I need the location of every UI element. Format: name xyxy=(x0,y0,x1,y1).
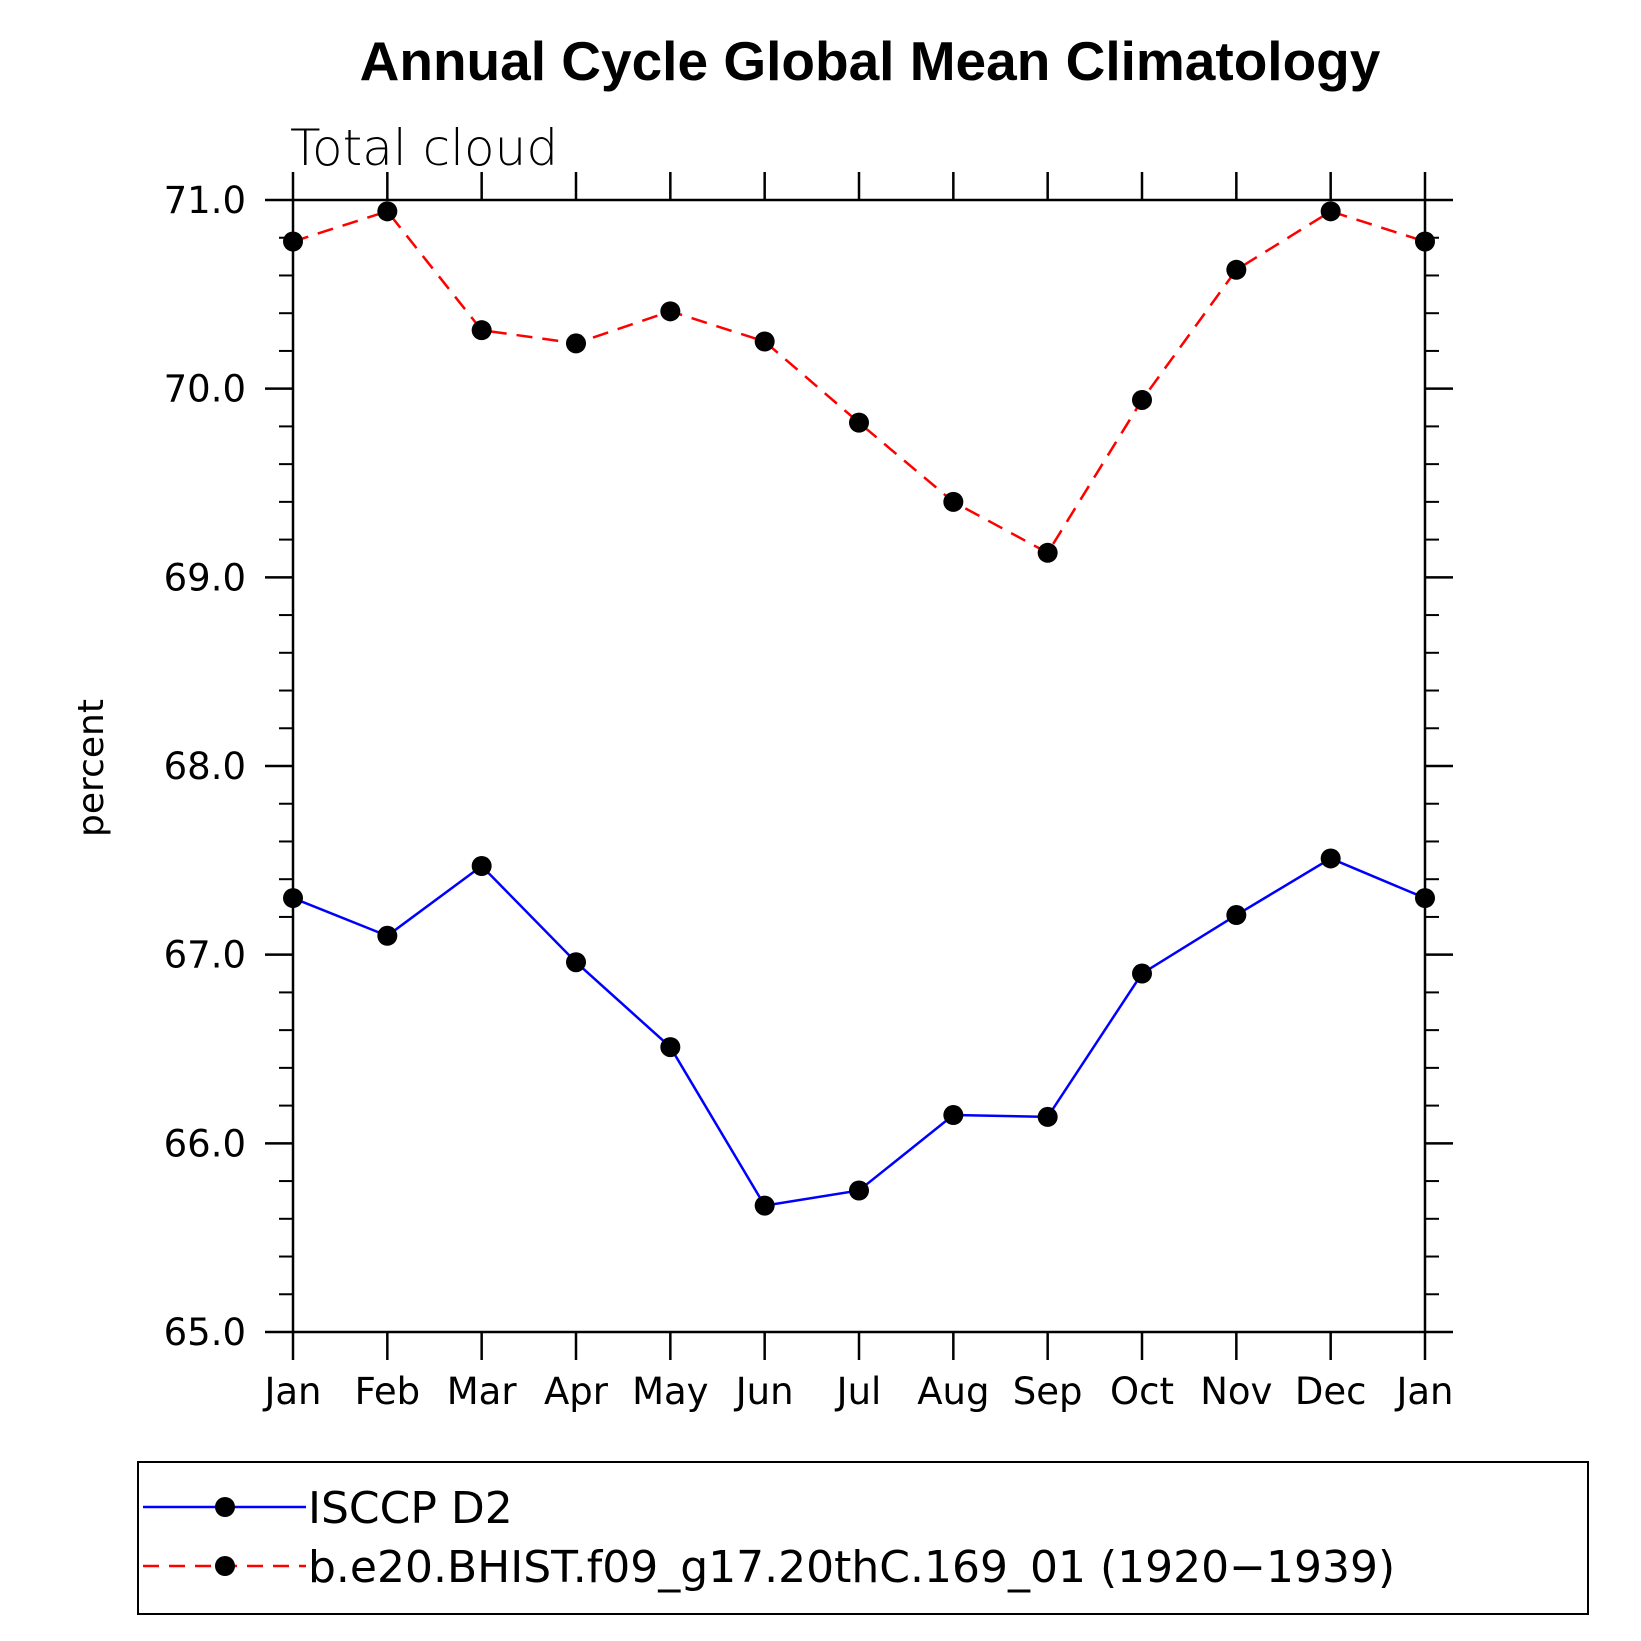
y-tick-label: 66.0 xyxy=(164,1122,246,1165)
series-1-point xyxy=(283,231,303,252)
y-tick-label: 65.0 xyxy=(164,1311,246,1354)
chart-subtitle: Total cloud xyxy=(290,119,558,177)
x-tick-label: Nov xyxy=(1200,1370,1272,1413)
x-tick-label: Jan xyxy=(1394,1370,1453,1413)
series-1-point xyxy=(1037,542,1058,563)
series-0-point xyxy=(1132,963,1152,984)
x-tick-label: Mar xyxy=(447,1370,518,1413)
series-0-point xyxy=(849,1180,869,1201)
series-1-point xyxy=(754,331,775,352)
y-tick-label: 70.0 xyxy=(164,368,246,411)
x-tick-label: Jan xyxy=(262,1370,321,1413)
legend-marker-model xyxy=(215,1556,235,1576)
series-0-point xyxy=(660,1037,681,1058)
legend-label-isccp: ISCCP D2 xyxy=(308,1483,513,1534)
y-tick-label: 67.0 xyxy=(164,934,246,977)
x-tick-label: Aug xyxy=(917,1370,989,1413)
x-tick-label: Oct xyxy=(1110,1370,1174,1413)
series-1-point xyxy=(1320,201,1341,222)
series-0-point xyxy=(471,855,492,876)
x-tick-label: Dec xyxy=(1295,1370,1367,1413)
series-1-point xyxy=(377,201,398,222)
series-0-point xyxy=(283,888,303,909)
series-1-point xyxy=(849,412,869,433)
x-tick-label: Feb xyxy=(355,1370,421,1413)
series-0-point xyxy=(1415,888,1435,909)
series-1-point xyxy=(1415,231,1435,252)
series-line-0 xyxy=(292,857,1426,1207)
series-0-point xyxy=(943,1105,964,1126)
series-0-point xyxy=(1037,1106,1058,1127)
legend-marker-isccp xyxy=(215,1497,235,1517)
series-1-point xyxy=(660,301,681,322)
series-0-point xyxy=(1320,848,1341,869)
series-1-point xyxy=(566,333,586,354)
y-tick-label: 68.0 xyxy=(164,745,246,788)
y-tick-label: 69.0 xyxy=(164,556,246,599)
y-axis-title: percent xyxy=(71,699,112,837)
legend-box xyxy=(137,1461,1589,1615)
series-0-point xyxy=(377,925,398,946)
series-0-point xyxy=(754,1195,775,1216)
x-tick-label: Sep xyxy=(1013,1370,1083,1413)
legend: ISCCP D2 b.e20.BHIST.f09_g17.20thC.169_0… xyxy=(137,1461,1589,1615)
x-tick-label: Jun xyxy=(734,1370,794,1413)
series-1-point xyxy=(471,320,492,341)
series-line-1 xyxy=(292,209,1426,555)
series-1-point xyxy=(1226,259,1247,280)
legend-label-model: b.e20.BHIST.f09_g17.20thC.169_01 (1920−1… xyxy=(308,1542,1395,1593)
x-tick-label: May xyxy=(632,1370,709,1413)
chart-title: Annual Cycle Global Mean Climatology xyxy=(360,30,1381,92)
series-0-point xyxy=(566,952,586,973)
y-tick-label: 71.0 xyxy=(164,179,246,222)
series-layer xyxy=(283,201,1435,1216)
series-0-point xyxy=(1226,905,1247,926)
x-tick-label: Jul xyxy=(835,1370,882,1413)
axes: Jan Feb Mar Apr May Jun Jul Aug Sep Oct Nov Dec Jan 6… xyxy=(164,172,1454,1413)
series-1-point xyxy=(943,491,964,512)
x-tick-label: Apr xyxy=(544,1370,609,1413)
series-1-point xyxy=(1132,389,1152,410)
